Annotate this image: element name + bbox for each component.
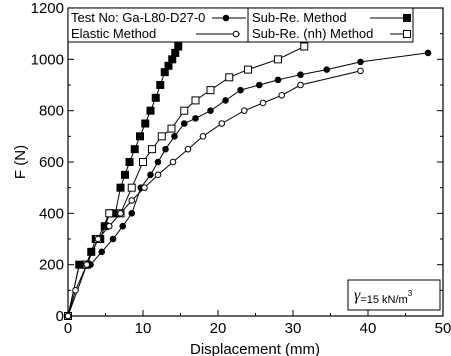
data-point xyxy=(98,248,106,256)
legend-entry: Sub-Re. Method xyxy=(252,10,411,25)
data-point xyxy=(127,183,136,192)
data-point xyxy=(206,86,215,95)
data-point xyxy=(199,133,207,140)
legend-title: Test No: Ga-L80-D27-0 xyxy=(71,10,205,25)
data-point xyxy=(154,171,162,179)
data-point xyxy=(180,120,188,127)
x-tick-label: 30 xyxy=(285,320,302,337)
y-tick-label: 0 xyxy=(56,308,64,325)
data-point xyxy=(297,81,304,89)
data-point xyxy=(83,261,91,268)
data-point xyxy=(146,106,155,115)
data-point xyxy=(75,261,83,268)
legend-entry xyxy=(212,14,246,22)
data-point xyxy=(119,222,127,230)
data-point xyxy=(218,120,226,127)
data-point xyxy=(121,170,129,179)
y-tick-label: 600 xyxy=(39,154,64,171)
data-point xyxy=(357,67,364,75)
data-point xyxy=(125,158,134,166)
data-point xyxy=(184,145,192,153)
data-point xyxy=(94,235,102,243)
data-point xyxy=(357,58,364,66)
data-point xyxy=(72,287,79,294)
data-point xyxy=(169,158,177,166)
data-point xyxy=(171,133,178,140)
data-point xyxy=(237,86,244,94)
data-point xyxy=(116,183,125,192)
data-point xyxy=(259,99,267,107)
legend-label: Elastic Method xyxy=(71,26,156,41)
x-axis-title: Displacement (mm) xyxy=(190,341,320,356)
legend-entry: Sub-Re. (nh) Method xyxy=(252,26,411,41)
data-point xyxy=(105,209,114,218)
data-point xyxy=(244,65,252,74)
data-point xyxy=(136,132,144,141)
data-point xyxy=(141,119,150,128)
legend-label: Sub-Re. (nh) Method xyxy=(252,26,373,41)
annotation-frame xyxy=(347,279,441,311)
series-layer xyxy=(64,42,432,320)
data-point xyxy=(128,197,136,204)
data-point xyxy=(167,124,176,133)
unit-weight-label: γ=15 kN/m3 xyxy=(354,287,413,306)
data-point xyxy=(225,73,234,82)
data-point xyxy=(222,14,230,22)
data-point xyxy=(297,71,304,79)
x-tick-label: 50 xyxy=(435,320,451,337)
data-point xyxy=(255,81,263,89)
y-tick-label: 1200 xyxy=(31,0,64,17)
x-tick-label: 40 xyxy=(360,320,377,337)
data-point xyxy=(232,30,240,38)
data-point xyxy=(151,93,160,102)
data-point xyxy=(117,210,124,217)
data-point xyxy=(148,145,156,154)
data-point xyxy=(424,49,432,57)
series-line xyxy=(67,70,361,317)
data-point xyxy=(222,97,229,104)
data-point xyxy=(105,222,113,230)
x-tick-label: 10 xyxy=(135,320,152,337)
legend-box xyxy=(67,7,414,43)
x-tick-label: 20 xyxy=(210,320,227,337)
data-point xyxy=(403,14,411,22)
data-point xyxy=(240,107,248,114)
data-point xyxy=(278,91,286,99)
y-tick-label: 1000 xyxy=(31,51,64,68)
x-tick-label: 0 xyxy=(64,320,72,337)
legend-entry: Elastic Method xyxy=(71,26,240,41)
data-point xyxy=(274,55,282,64)
data-point xyxy=(154,158,162,166)
data-point xyxy=(130,145,139,154)
data-point xyxy=(174,42,183,51)
data-point xyxy=(139,158,147,166)
data-point xyxy=(180,106,189,115)
data-point xyxy=(109,235,117,243)
plot-frame xyxy=(67,7,444,317)
y-tick-label: 200 xyxy=(39,257,64,274)
data-point xyxy=(156,81,165,89)
data-point xyxy=(403,30,411,38)
data-point xyxy=(300,42,309,51)
data-point xyxy=(162,145,169,153)
y-tick-label: 800 xyxy=(39,103,64,120)
data-point xyxy=(141,184,148,191)
data-point xyxy=(157,132,166,141)
data-point xyxy=(191,96,200,105)
plot-area xyxy=(67,7,444,317)
data-point xyxy=(147,171,154,179)
data-point xyxy=(323,66,331,73)
data-point xyxy=(192,115,199,122)
annotation-box: γ=15 kN/m3 xyxy=(347,279,441,311)
series-3 xyxy=(64,67,364,320)
data-point xyxy=(64,312,72,320)
data-point xyxy=(207,107,214,114)
data-point xyxy=(274,76,282,84)
legend-label: Sub-Re. Method xyxy=(252,10,347,25)
y-tick-label: 400 xyxy=(39,205,64,222)
y-axis-title: F (N) xyxy=(12,145,29,179)
data-point xyxy=(128,210,136,217)
